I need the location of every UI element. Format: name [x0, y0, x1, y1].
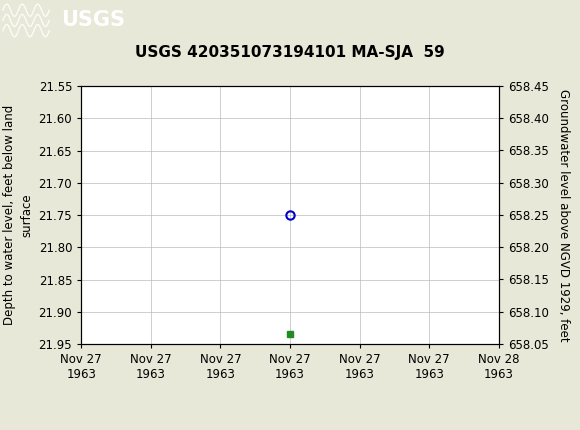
Legend: Period of approved data: Period of approved data	[197, 427, 383, 430]
Y-axis label: Groundwater level above NGVD 1929, feet: Groundwater level above NGVD 1929, feet	[557, 89, 570, 341]
Y-axis label: Depth to water level, feet below land
surface: Depth to water level, feet below land su…	[3, 105, 33, 325]
Text: USGS: USGS	[61, 10, 125, 31]
Text: USGS 420351073194101 MA-SJA  59: USGS 420351073194101 MA-SJA 59	[135, 45, 445, 60]
